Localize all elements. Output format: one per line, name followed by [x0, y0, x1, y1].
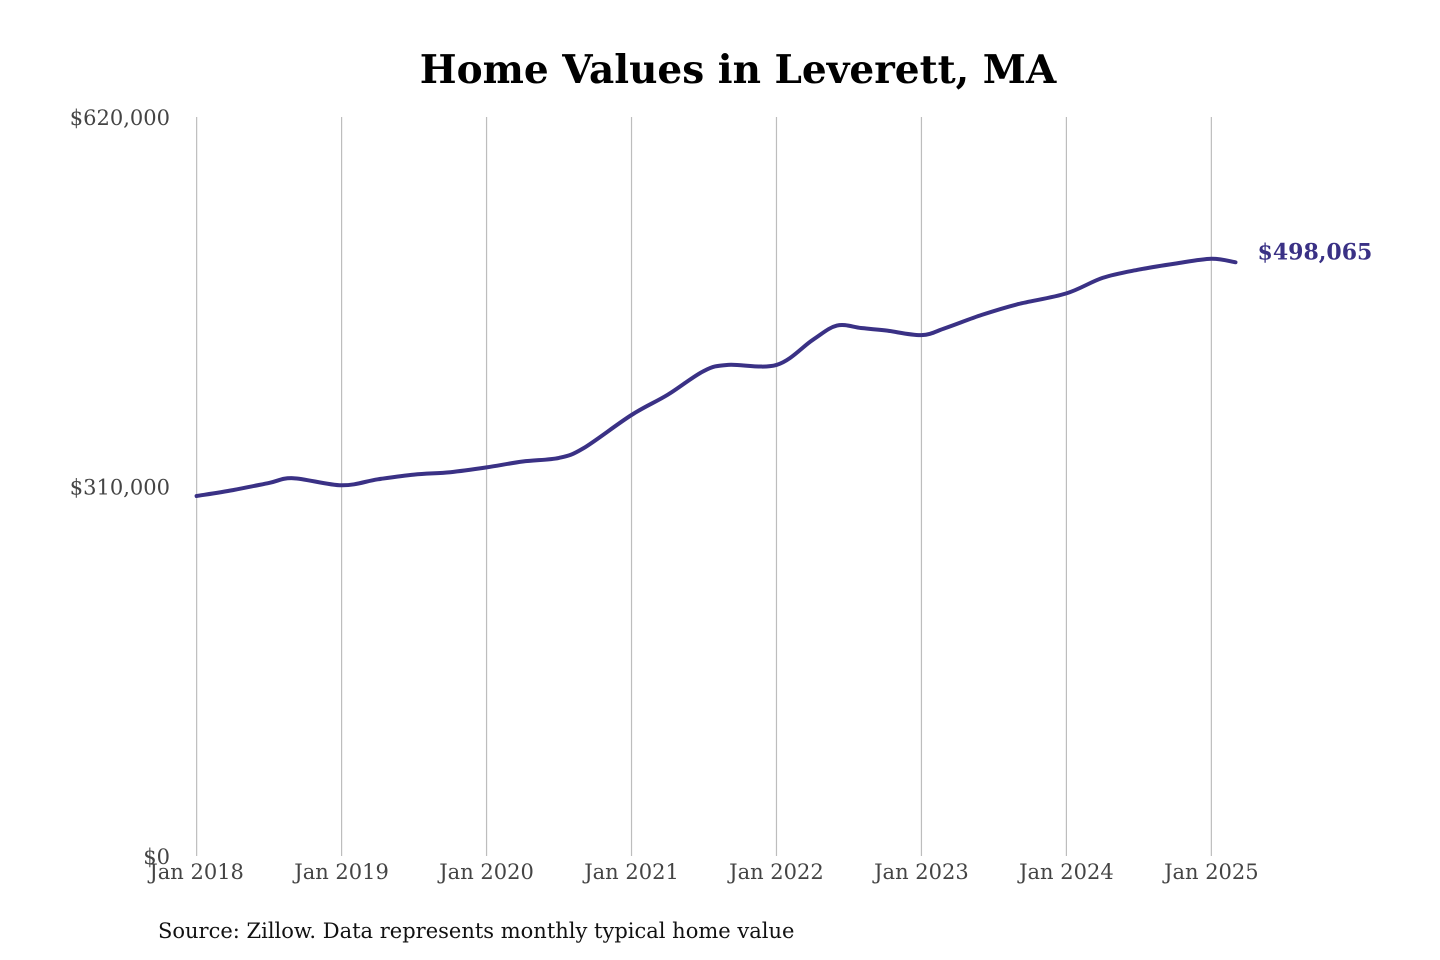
x-tick-label: Jan 2018	[147, 860, 244, 884]
x-tick-label: Jan 2025	[1162, 860, 1259, 884]
x-tick-label: Jan 2019	[292, 860, 389, 884]
latest-value-label: $498,065	[1258, 239, 1373, 265]
source-note: Source: Zillow. Data represents monthly …	[158, 919, 794, 943]
x-tick-label: Jan 2024	[1017, 860, 1114, 884]
x-tick-label: Jan 2023	[872, 860, 969, 884]
y-tick-label: $620,000	[70, 106, 170, 130]
x-tick-label: Jan 2022	[727, 860, 824, 884]
y-tick-label: $310,000	[70, 476, 170, 500]
y-axis-ticks: $0 $310,000 $620,000	[70, 106, 170, 869]
home-value-line	[194, 256, 1238, 498]
x-axis-ticks: Jan 2018 Jan 2019 Jan 2020 Jan 2021 Jan 2022…	[147, 860, 1258, 884]
chart-title: Home Values in Leverett, MA	[420, 47, 1057, 93]
x-tick-label: Jan 2020	[437, 860, 534, 884]
x-tick-label: Jan 2021	[582, 860, 679, 884]
y-tick-label: $0	[143, 845, 170, 869]
gridlines	[196, 117, 1212, 856]
